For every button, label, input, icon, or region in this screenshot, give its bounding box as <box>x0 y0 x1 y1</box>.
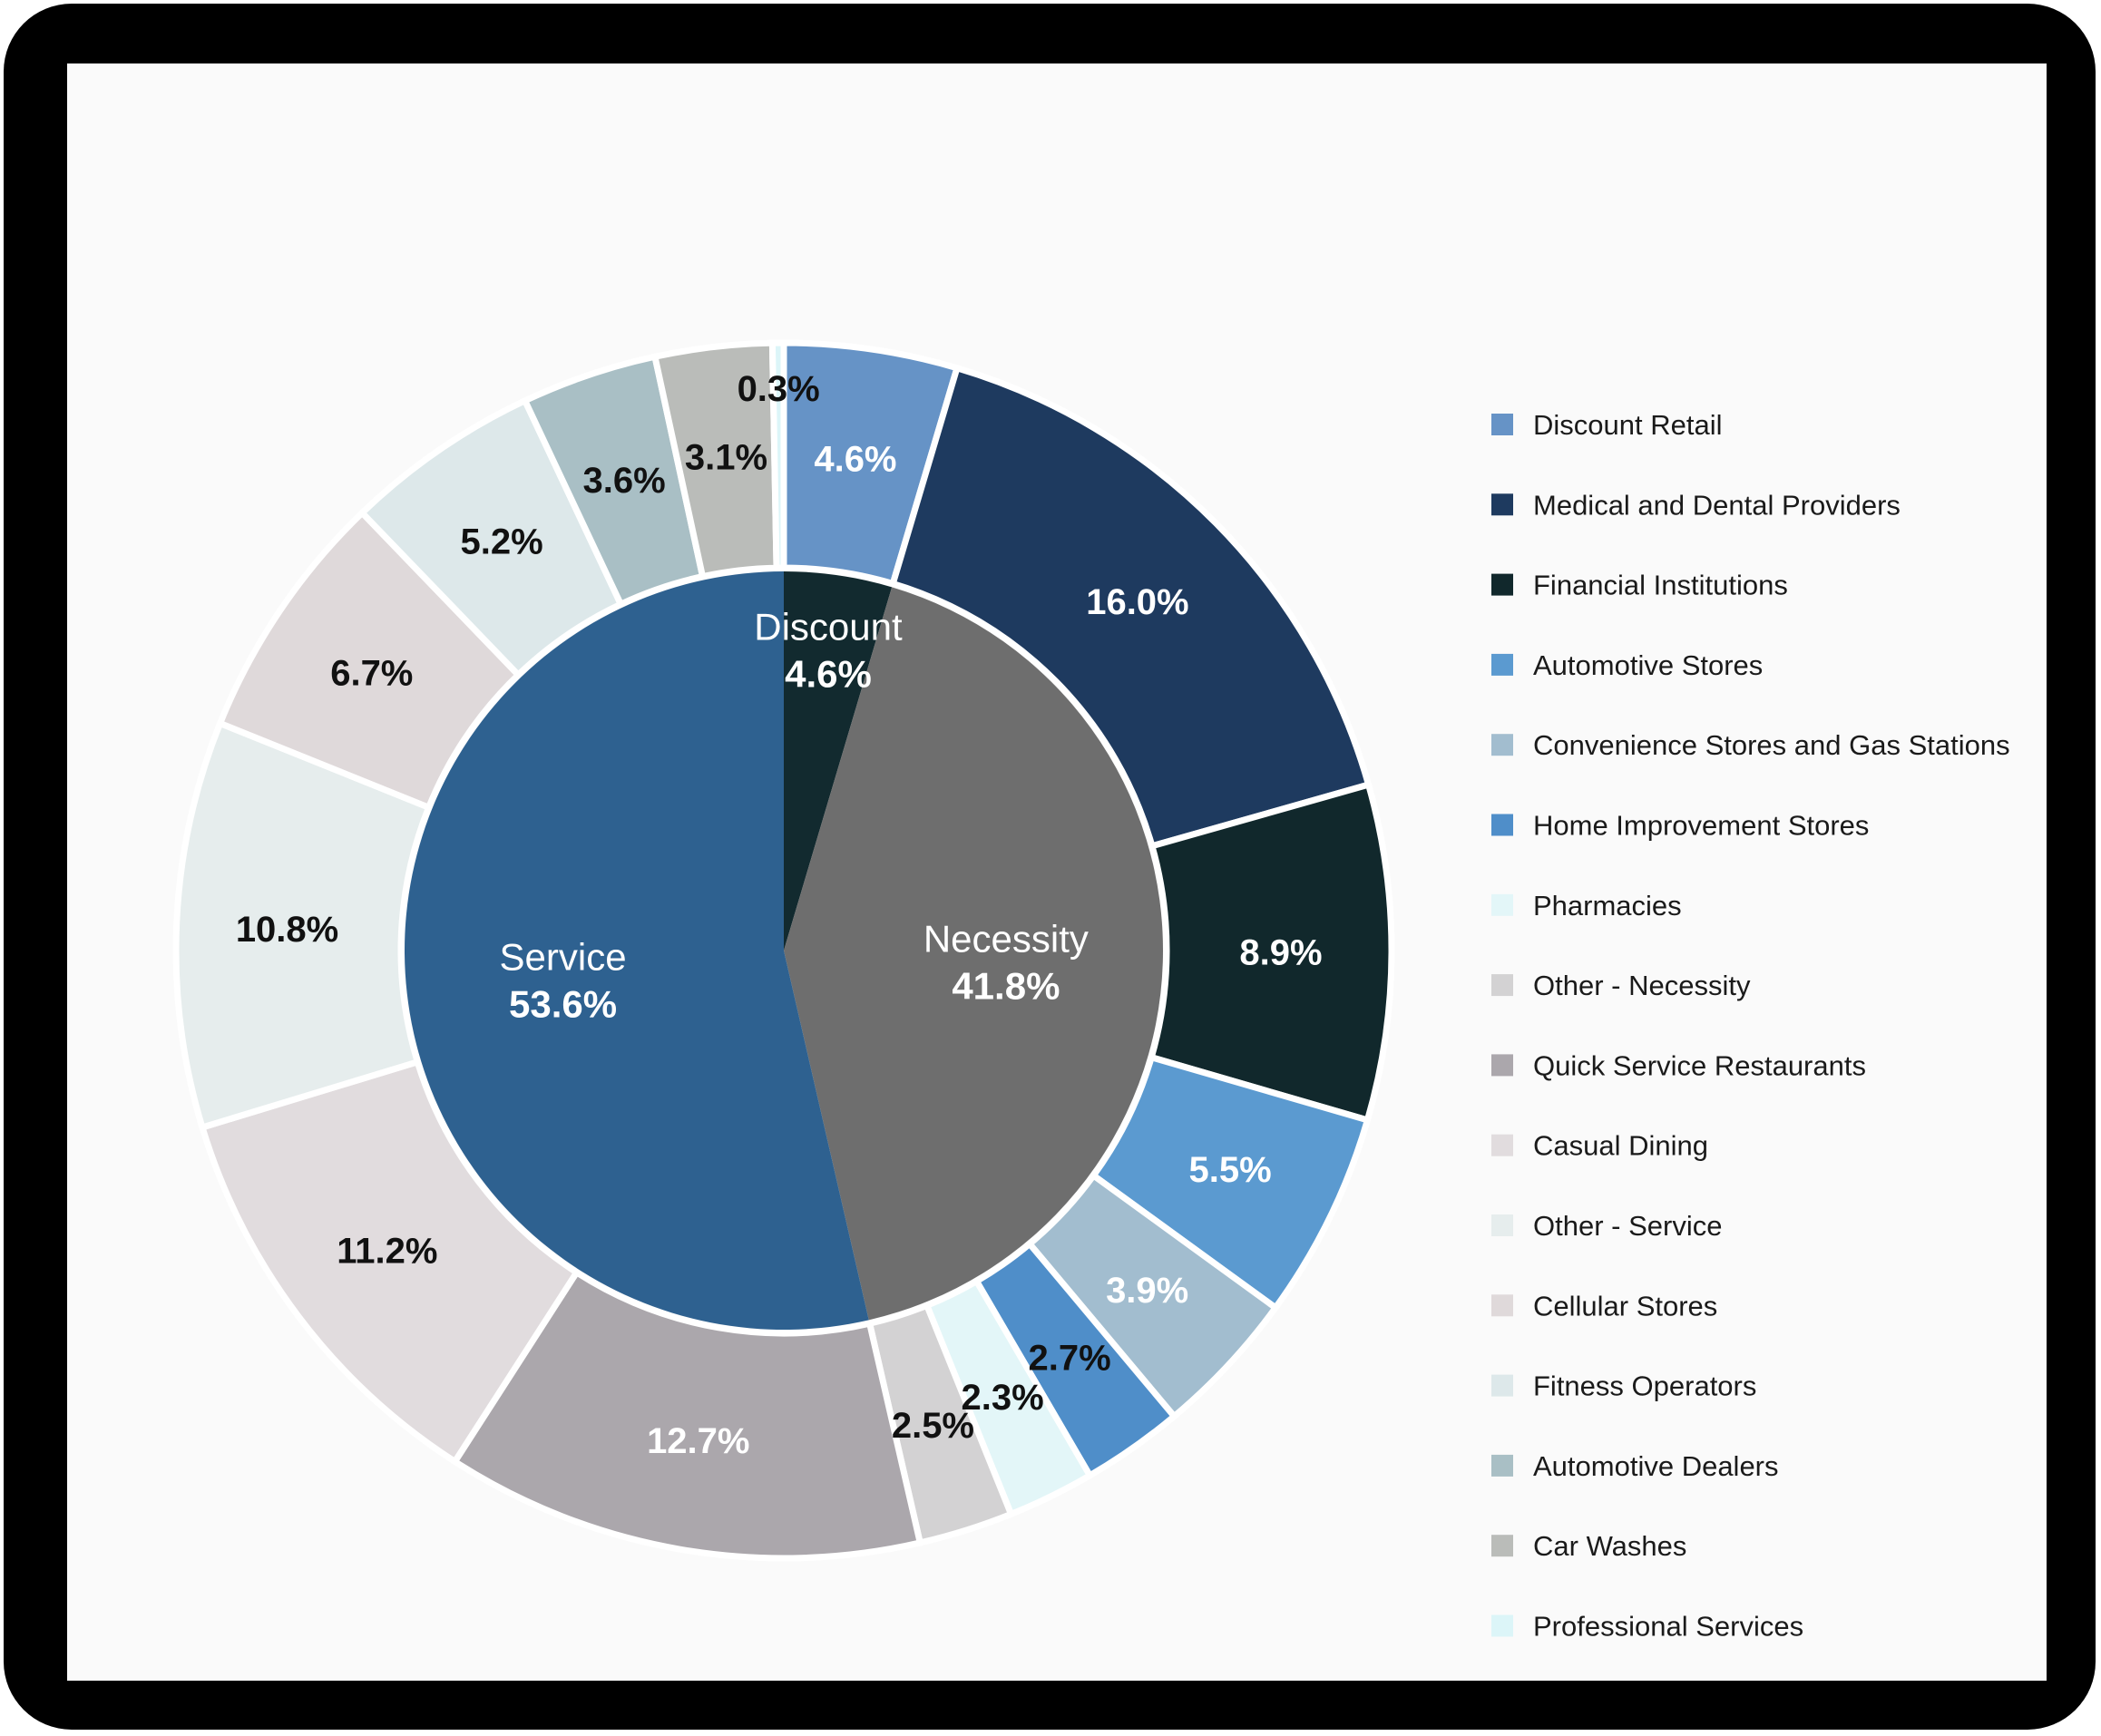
legend-item-fitness-operators: Fitness Operators <box>1491 1370 1756 1402</box>
legend-swatch <box>1491 974 1513 997</box>
legend-label: Automotive Stores <box>1533 649 1763 681</box>
legend-label: Quick Service Restaurants <box>1533 1049 1866 1081</box>
legend-swatch <box>1491 893 1513 916</box>
outer-label-pharmacies: 2.3% <box>962 1378 1044 1418</box>
legend-label: Casual Dining <box>1533 1130 1708 1162</box>
legend-item-home-improvement-stores: Home Improvement Stores <box>1491 810 1869 842</box>
legend-label: Automotive Dealers <box>1533 1450 1779 1482</box>
outer-ring-labels: 4.6% 16.0% 8.9% 5.5% 3.9% 2.7%2.3%2.5% 12.7% 11… <box>236 369 1323 1461</box>
outer-label-casual-dining: 11.2% <box>337 1231 437 1271</box>
outer-label-other-necessity: 2.5% <box>892 1406 974 1446</box>
legend-label: Fitness Operators <box>1533 1370 1756 1402</box>
outer-slice-professional-services <box>768 339 787 571</box>
inner-value-necessity: 41.8% <box>952 965 1060 1008</box>
nested-donut-chart: 4.6% 16.0% 8.9% 5.5% 3.9% 2.7%2.3%2.5% 12.7% 11… <box>172 339 2010 1643</box>
inner-slice-service <box>404 571 869 1331</box>
legend-swatch <box>1491 1294 1513 1317</box>
outer-label-convenience-stores-and-gas-stations: 3.9% <box>1106 1271 1188 1311</box>
legend-label: Convenience Stores and Gas Stations <box>1533 729 2010 761</box>
inner-name-discount: Discount <box>754 606 903 649</box>
legend-item-discount-retail: Discount Retail <box>1491 409 1722 441</box>
outer-label-car-washes: 3.1% <box>685 438 767 478</box>
legend-swatch <box>1491 814 1513 836</box>
outer-slice-medical-and-dental-providers <box>888 364 1373 851</box>
legend-swatch <box>1491 1535 1513 1557</box>
inner-name-necessity: Necessity <box>923 918 1089 961</box>
legend-item-medical-and-dental-providers: Medical and Dental Providers <box>1491 489 1901 521</box>
legend-item-financial-institutions: Financial Institutions <box>1491 570 1788 601</box>
legend-item-car-washes: Car Washes <box>1491 1530 1686 1562</box>
outer-label-discount-retail: 4.6% <box>814 440 896 480</box>
legend-item-professional-services: Professional Services <box>1491 1611 1803 1643</box>
legend-label: Cellular Stores <box>1533 1290 1717 1322</box>
outer-label-fitness-operators: 5.2% <box>461 522 543 562</box>
legend-item-pharmacies: Pharmacies <box>1491 890 1682 922</box>
outer-label-financial-institutions: 8.9% <box>1239 933 1322 973</box>
outer-label-medical-and-dental-providers: 16.0% <box>1086 582 1188 622</box>
chart-frame: 4.6% 16.0% 8.9% 5.5% 3.9% 2.7% 2.3% 2.5% 12.7% 11… <box>4 4 2096 1730</box>
outer-label-automotive-stores: 5.5% <box>1189 1150 1272 1190</box>
inner-pie <box>404 571 1163 1331</box>
legend-item-automotive-dealers: Automotive Dealers <box>1491 1450 1779 1482</box>
legend-label: Home Improvement Stores <box>1533 810 1869 842</box>
outer-label-home-improvement-stores: 2.7% <box>1029 1338 1111 1378</box>
legend-item-quick-service-restaurants: Quick Service Restaurants <box>1491 1049 1866 1081</box>
legend-label: Professional Services <box>1533 1611 1803 1643</box>
outer-label-cellular-stores: 6.7% <box>330 653 413 693</box>
chart-panel: 4.6% 16.0% 8.9% 5.5% 3.9% 2.7% 2.3% 2.5% 12.7% 11… <box>67 63 2047 1681</box>
legend-swatch <box>1491 414 1513 435</box>
inner-value-discount: 4.6% <box>785 653 872 696</box>
legend-label: Pharmacies <box>1533 890 1682 922</box>
legend-label: Car Washes <box>1533 1530 1686 1562</box>
legend-swatch <box>1491 493 1513 516</box>
legend-swatch <box>1491 734 1513 756</box>
legend-swatch <box>1491 1614 1513 1637</box>
legend-label: Financial Institutions <box>1533 570 1788 601</box>
legend-item-other-necessity: Other - Necessity <box>1491 970 1751 1001</box>
legend-swatch <box>1491 1214 1513 1236</box>
inner-slice-discount <box>784 571 893 951</box>
legend-item-automotive-stores: Automotive Stores <box>1491 649 1763 681</box>
legend-item-convenience-stores-and-gas-stations: Convenience Stores and Gas Stations <box>1491 729 2010 761</box>
legend-label: Discount Retail <box>1533 409 1722 441</box>
outer-label-quick-service-restaurants: 12.7% <box>647 1421 749 1461</box>
outer-label-other-service: 10.8% <box>236 910 338 950</box>
outer-label-professional-services: 0.3% <box>738 369 820 409</box>
legend-item-cellular-stores: Cellular Stores <box>1491 1290 1717 1322</box>
legend-swatch <box>1491 1134 1513 1156</box>
legend-item-other-service: Other - Service <box>1491 1210 1722 1242</box>
inner-name-service: Service <box>500 936 627 979</box>
outer-slice-quick-service-restaurants <box>450 1268 924 1562</box>
inner-slice-necessity <box>784 587 1163 1321</box>
outer-ring <box>172 339 1395 1562</box>
legend-swatch <box>1491 1054 1513 1077</box>
legend-label: Other - Necessity <box>1533 970 1751 1001</box>
legend-swatch <box>1491 573 1513 596</box>
legend-item-casual-dining: Casual Dining <box>1491 1130 1708 1162</box>
legend: Discount Retail Medical and Dental Provid… <box>1491 409 2010 1643</box>
inner-value-service: 53.6% <box>509 983 617 1026</box>
legend-swatch <box>1491 653 1513 676</box>
legend-swatch <box>1491 1374 1513 1397</box>
outer-slice-other-service <box>172 718 434 1132</box>
legend-label: Other - Service <box>1533 1210 1722 1242</box>
legend-swatch <box>1491 1454 1513 1477</box>
outer-label-automotive-dealers: 3.6% <box>583 461 666 501</box>
legend-label: Medical and Dental Providers <box>1533 489 1901 521</box>
